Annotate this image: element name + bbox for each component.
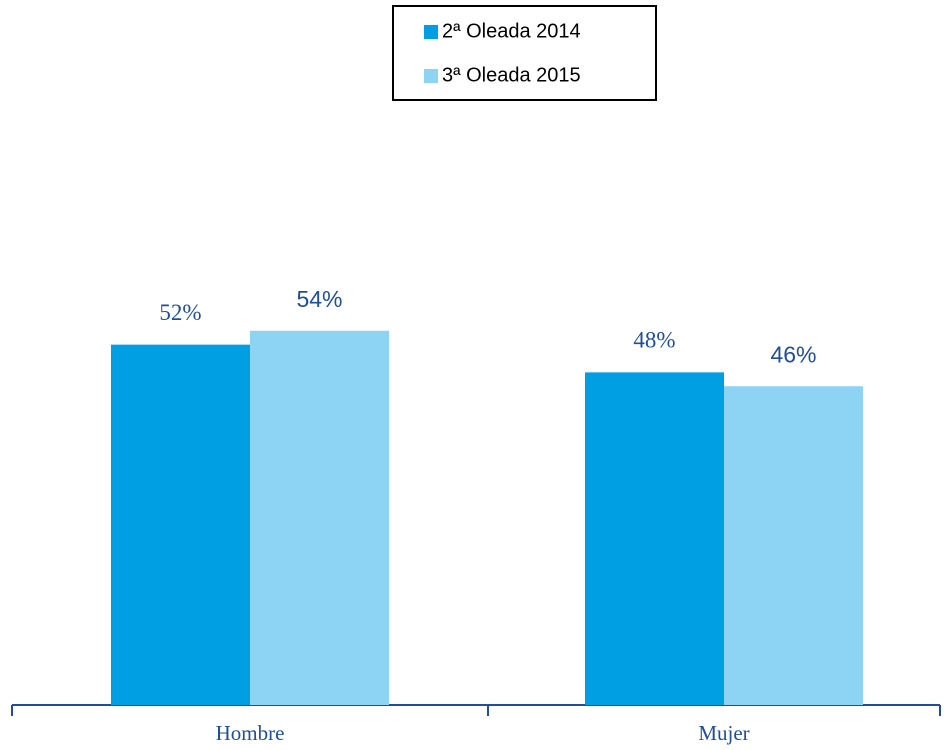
legend-label: 2ª Oleada 2014 — [442, 20, 581, 42]
x-tick-label: Mujer — [698, 721, 749, 745]
bar — [585, 372, 724, 705]
legend-swatch — [424, 25, 438, 39]
value-label: 46% — [770, 341, 816, 367]
bar — [111, 344, 250, 705]
bar — [250, 330, 389, 705]
value-label: 54% — [296, 286, 342, 312]
value-label: 48% — [633, 328, 675, 353]
legend-label: 3ª Oleada 2015 — [442, 64, 581, 86]
bar — [724, 386, 863, 705]
value-label: 52% — [159, 300, 201, 325]
x-tick-label: Hombre — [216, 721, 285, 745]
legend-box — [392, 5, 657, 101]
legend-swatch — [424, 69, 438, 83]
